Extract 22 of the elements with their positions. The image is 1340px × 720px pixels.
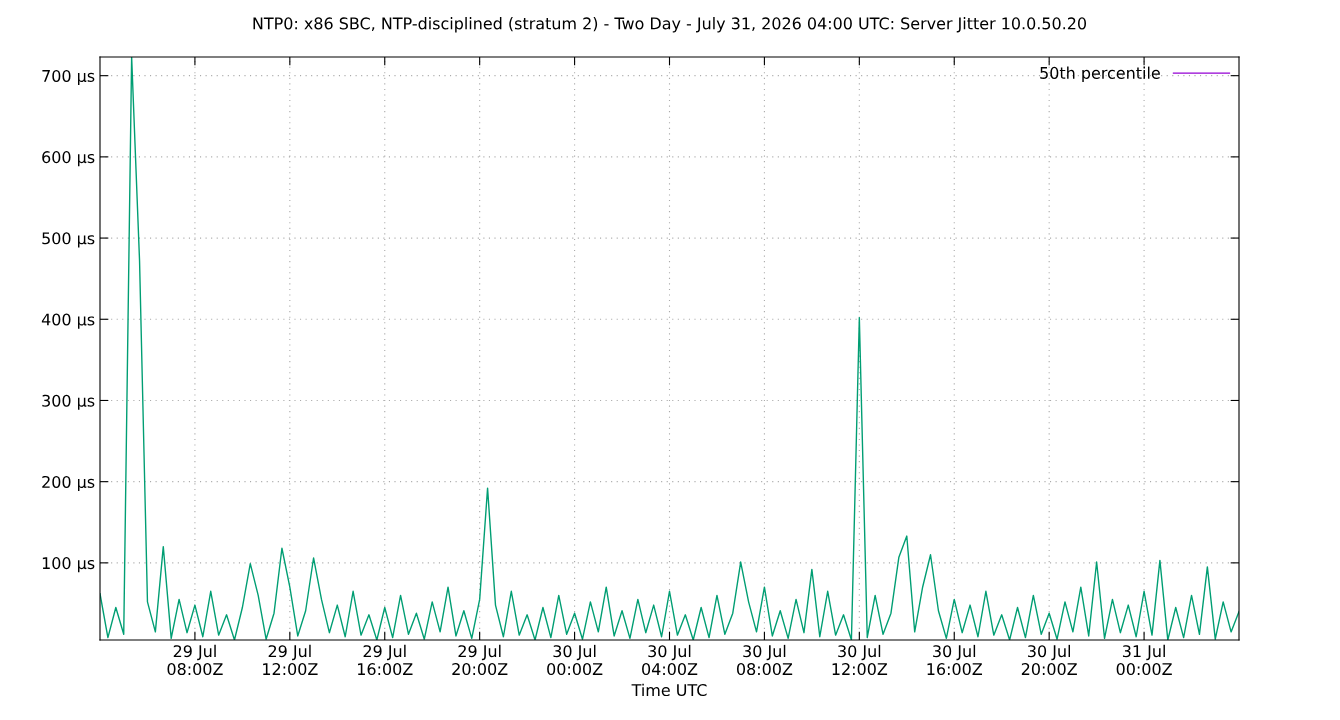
y-tick-label: 700 µs [42,69,95,86]
x-tick-label: 29 Jul 20:00Z [452,644,508,676]
x-tick-label: 30 Jul 16:00Z [927,644,983,676]
x-tick-label: 30 Jul 04:00Z [642,644,698,676]
y-tick-label: 300 µs [42,394,95,410]
x-tick-label: 30 Jul 08:00Z [736,644,793,676]
x-axis-title: Time UTC [631,683,707,697]
y-tick-label: 200 µs [42,475,95,492]
y-tick-label: 400 µs [41,313,95,329]
x-tick-label: 29 Jul 16:00Z [358,644,413,676]
x-tick-label: 30 Jul 20:00Z [1021,644,1077,676]
y-tick-label: 600 µs [42,151,95,167]
line-series [100,57,1239,640]
x-tick-label: 31 Jul 00:00Z [1116,644,1172,676]
y-tick-label: 100 µs [42,557,95,573]
chart-title: NTP0: x86 SBC, NTP-disciplined (stratum 2) - Two Day - July 31, 2026 04:00 UTC: Server Jitter 10.0.50.20 [253,17,1087,33]
x-tick-label: 30 Jul 12:00Z [832,644,888,676]
x-tick-label: 30 Jul 00:00Z [547,644,603,676]
legend-label: 50th percentile [1040,66,1160,83]
y-tick-label: 500 µs [42,232,95,248]
x-tick-label: 29 Jul 12:00Z [263,644,318,676]
x-tick-label: 29 Jul 08:00Z [167,644,223,676]
